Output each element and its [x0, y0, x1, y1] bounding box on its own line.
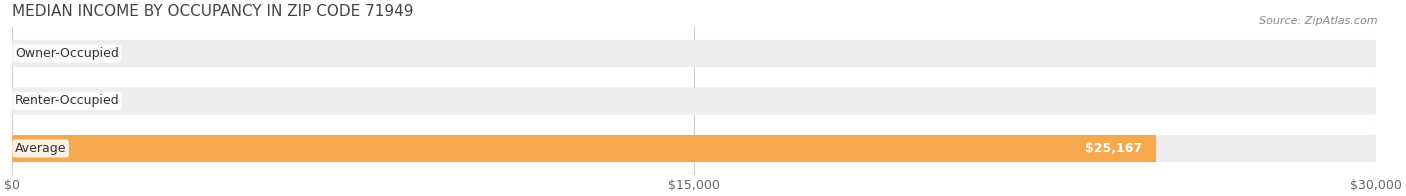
FancyBboxPatch shape — [13, 38, 1376, 68]
FancyBboxPatch shape — [13, 86, 1376, 116]
FancyBboxPatch shape — [13, 133, 1156, 163]
Text: Average: Average — [15, 142, 66, 155]
Text: $25,167: $25,167 — [1085, 142, 1143, 155]
Text: Source: ZipAtlas.com: Source: ZipAtlas.com — [1260, 16, 1378, 26]
Text: MEDIAN INCOME BY OCCUPANCY IN ZIP CODE 71949: MEDIAN INCOME BY OCCUPANCY IN ZIP CODE 7… — [13, 4, 413, 19]
Text: $0: $0 — [20, 94, 35, 107]
FancyBboxPatch shape — [13, 133, 1376, 163]
Text: Owner-Occupied: Owner-Occupied — [15, 47, 118, 60]
Text: $0: $0 — [20, 47, 35, 60]
Text: Renter-Occupied: Renter-Occupied — [15, 94, 120, 107]
